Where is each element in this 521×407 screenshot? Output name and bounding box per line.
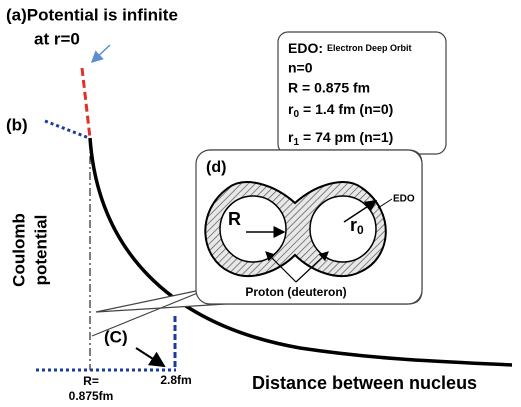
arrow bbox=[135, 347, 166, 368]
inset-label: 0 bbox=[357, 223, 364, 237]
info-text: R = 0.875 fm bbox=[288, 80, 370, 96]
inset-label: r bbox=[350, 215, 357, 235]
arrow bbox=[265, 251, 297, 283]
y-label: potential bbox=[31, 215, 50, 286]
x-label: Distance between nucleus bbox=[252, 373, 477, 393]
tick-label: 0.875fm bbox=[69, 389, 114, 403]
info-text: EDO: Electron Deep Orbit bbox=[288, 40, 412, 56]
info-text: 0 bbox=[293, 109, 299, 120]
info-text: r1 = 74 pm (n=1) bbox=[288, 129, 393, 148]
infinite-dash bbox=[80, 67, 92, 139]
arrow bbox=[90, 44, 111, 64]
inset-label: Proton (deuteron) bbox=[245, 285, 346, 299]
proton bbox=[219, 195, 287, 263]
annotation-b: (b) bbox=[6, 115, 28, 134]
inset-label: EDO bbox=[393, 194, 415, 205]
info-text: r0 = 1.4 fm (n=0) bbox=[288, 101, 393, 120]
leader bbox=[377, 198, 393, 209]
inset-label: r0 bbox=[350, 215, 364, 237]
arrow bbox=[343, 200, 378, 223]
tick-label: 2.8fm bbox=[160, 373, 191, 387]
annotation-a: at r=0 bbox=[34, 29, 80, 48]
info-text: = 74 pm (n=1) bbox=[303, 129, 393, 145]
arrow bbox=[295, 251, 329, 283]
info-text: = 1.4 fm (n=0) bbox=[303, 101, 393, 117]
annotation-c: (C) bbox=[104, 327, 128, 346]
tick-label: R= bbox=[83, 374, 99, 388]
y-label: Coulomb bbox=[9, 213, 28, 287]
info-text: r bbox=[288, 129, 294, 145]
info-text: r bbox=[288, 101, 294, 117]
finite-cap bbox=[44, 119, 90, 140]
info-text: 1 bbox=[293, 137, 299, 148]
annotation-a: (a)Potential is infinite bbox=[6, 5, 178, 24]
info-text: n=0 bbox=[288, 60, 313, 76]
callout bbox=[91, 287, 211, 337]
info-text: EDO: bbox=[288, 40, 323, 56]
potential-curve bbox=[88, 137, 513, 367]
info-text: Electron Deep Orbit bbox=[327, 43, 412, 53]
annotation-d: (d) bbox=[206, 159, 226, 176]
inset-label: R bbox=[228, 209, 241, 229]
proton bbox=[309, 195, 377, 263]
